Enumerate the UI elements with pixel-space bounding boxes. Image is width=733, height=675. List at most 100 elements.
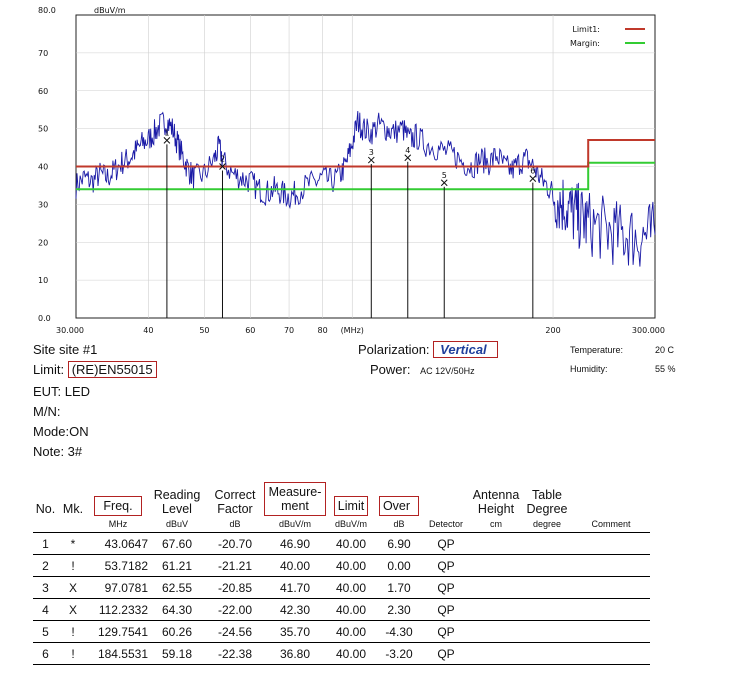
x-tick-label: 300.000 [632,326,665,335]
limit-label: Limit: [33,362,65,377]
limit-value: (RE)EN55015 [67,361,157,378]
table-cell: -21.21 [206,554,264,577]
eut-label: EUT: LED [33,384,91,399]
col-measurement: Measure-ment [264,482,326,516]
table-cell: QP [422,576,470,599]
marker-label: 2 [220,155,225,164]
table-cell: -20.70 [206,532,264,555]
x-tick-label: 30.000 [56,326,84,335]
table-cell [572,554,650,577]
unit-cell: Detector [422,516,470,533]
table-cell [572,620,650,643]
marker-label: 3 [369,148,374,157]
note-label: Note: 3# [33,444,83,459]
polarization-value: Vertical [433,341,498,358]
limit-row: Limit: (RE)EN55015 [33,361,157,378]
table-cell: 42.30 [264,598,326,621]
table-cell: 6 [33,642,58,665]
table-cell: 62.55 [148,576,206,599]
table-cell [522,620,572,643]
table-cell: ! [58,642,88,665]
table-cell: 4 [33,598,58,621]
table-cell: 2.30 [376,598,422,621]
table-cell: QP [422,598,470,621]
mode-label: Mode:ON [33,424,89,439]
marker-label: 5 [442,171,447,180]
table-cell: 59.18 [148,642,206,665]
table-cell: 40.00 [326,554,376,577]
table-cell [522,532,572,555]
table-row: 5! 129.7541 60.26 -24.56 35.70 40.00 -4.30 QP [33,620,650,643]
table-cell: QP [422,620,470,643]
x-tick-label: 200 [545,326,560,335]
table-cell: * [58,532,88,555]
table-cell: 0.00 [376,554,422,577]
x-tick-label: 50 [199,326,209,335]
y-tick-label: 10 [38,276,48,285]
margin-line [76,161,655,191]
table-cell: ! [58,620,88,643]
unit-cell: cm [470,516,522,533]
table-cell: -4.30 [376,620,422,643]
unit-cell: dBuV [148,516,206,533]
y-top-label: 80.0 [38,6,56,15]
humidity-label: Humidity: [570,364,608,374]
marker-point [440,179,448,187]
table-cell: 53.7182 [88,554,148,577]
temperature-value: 20 C [655,345,675,355]
unit-cell: MHz [88,516,148,533]
y-tick-label: 70 [38,49,48,58]
table-cell [522,554,572,577]
col-correct-factor: Correct Factor [214,488,256,516]
table-cell [470,554,522,577]
marker-label: 1 [164,128,169,137]
marker-label: 4 [405,146,410,155]
unit-cell: Comment [572,516,650,533]
y-tick-label: 60 [38,87,48,96]
table-cell: -24.56 [206,620,264,643]
marker-label: 6 [530,167,535,176]
power-value: AC 12V/50Hz [420,366,475,376]
table-cell: 35.70 [264,620,326,643]
y-tick-label: 50 [38,125,48,134]
col-freq: Freq. [94,496,142,516]
col-over: Over [378,496,420,516]
table-cell: 40.00 [326,620,376,643]
emission-chart: 70 60 50 40 30 20 10 0.0 80.0 dBuV/m 30.000 40 50 60 7… [38,6,665,335]
table-cell: -3.20 [376,642,422,665]
table-cell: 36.80 [264,642,326,665]
table-cell [522,576,572,599]
x-tick-label: (MHz) [341,326,364,335]
power-label: Power: [370,362,411,377]
x-tick-label: 40 [143,326,153,335]
table-cell: 61.21 [148,554,206,577]
unit-cell: dBuV/m [326,516,376,533]
table-cell: 40.00 [326,532,376,555]
site-label: Site site #1 [33,342,98,357]
unit-cell: dB [376,516,422,533]
table-cell: 41.70 [264,576,326,599]
col-no: No. [35,502,56,516]
table-cell: 184.5531 [88,642,148,665]
table-cell: 67.60 [148,532,206,555]
y-tick-label: 20 [38,238,48,247]
x-tick-label: 70 [284,326,294,335]
col-limit: Limit [333,496,369,516]
unit-cell [58,516,88,533]
table-cell [470,598,522,621]
x-tick-label: 60 [245,326,255,335]
x-tick-label: 80 [318,326,328,335]
table-cell: 1.70 [376,576,422,599]
table-cell: 40.00 [326,598,376,621]
table-cell [522,642,572,665]
marker-point [367,156,375,164]
table-cell: 97.0781 [88,576,148,599]
results-table: No. Mk. Freq. Reading Level Correct Fact… [33,482,650,665]
table-cell: ! [58,554,88,577]
col-detector-head [422,482,470,516]
table-cell: X [58,576,88,599]
marker-point [529,175,537,182]
col-antenna-height: Antenna Height [472,488,520,516]
table-cell: -22.38 [206,642,264,665]
table-cell: 6.90 [376,532,422,555]
